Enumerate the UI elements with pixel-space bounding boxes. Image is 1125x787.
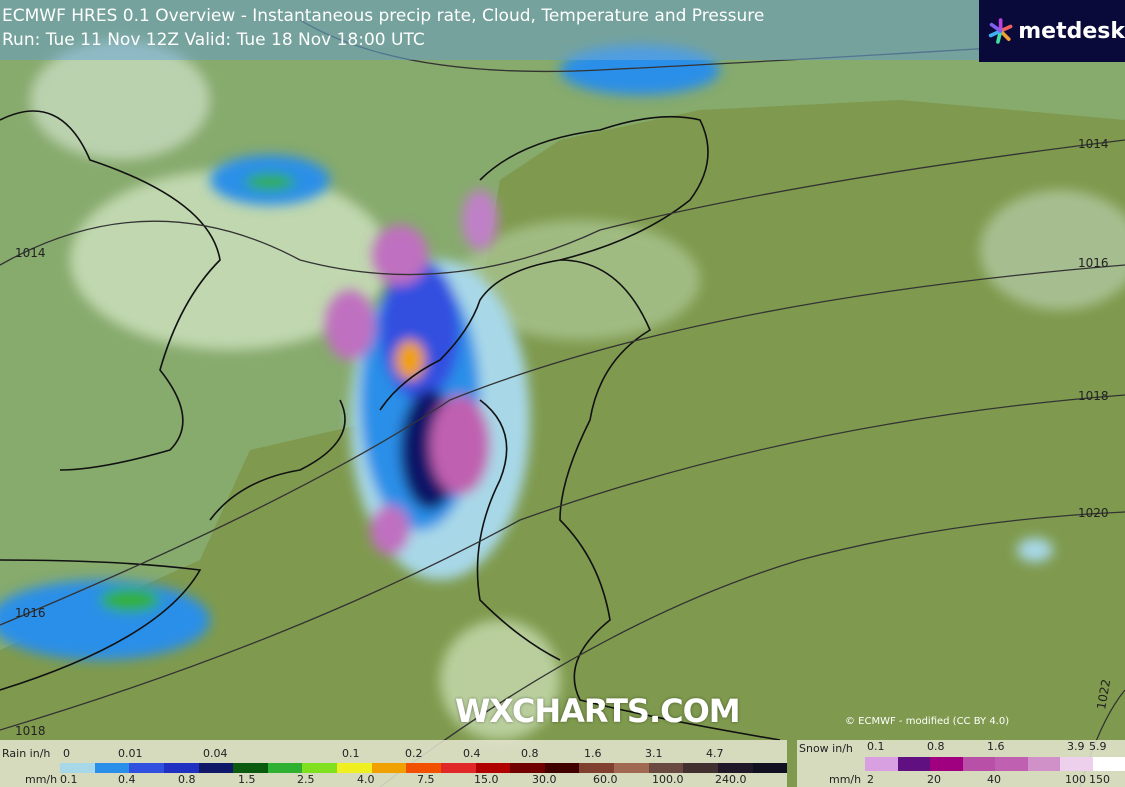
legend-swatch	[371, 763, 407, 773]
legend-top-label: 0.4	[463, 747, 481, 760]
legend-swatch	[337, 763, 372, 773]
legend-swatch	[267, 763, 303, 773]
legend-top-label: 0.8	[521, 747, 539, 760]
legend-bottom-label: 240.0	[715, 773, 747, 786]
legend-top-label: 3.1	[645, 747, 663, 760]
isobar-label: 1016	[15, 606, 46, 620]
legend-bottom-label: 2	[867, 773, 874, 786]
model-name: ECMWF HRES 0.1	[2, 6, 150, 26]
legend-swatch	[752, 763, 788, 773]
legend-swatch	[962, 757, 995, 771]
legend-swatch	[60, 763, 95, 773]
logo-text: metdesk	[1018, 18, 1125, 44]
legend-swatch	[406, 763, 441, 773]
snow-legend: Snow in/h mm/h 0.1 0.8 1.6 3.9 5.9 2 20 40 100 15…	[797, 740, 1125, 787]
legend-swatch	[198, 763, 234, 773]
legend-top-label: 5.9	[1089, 740, 1107, 753]
legend-bottom-label: 7.5	[417, 773, 435, 786]
legend-swatch	[897, 757, 930, 771]
legend-bottom-label: 1.5	[238, 773, 256, 786]
legend-bottom-label: 4.0	[357, 773, 375, 786]
isobar-label: 1022	[1094, 678, 1113, 711]
legend-bottom-label: 0.4	[118, 773, 136, 786]
isobar-lines	[0, 19, 1125, 787]
legend-top-label: 0	[63, 747, 70, 760]
snow-color-bar	[865, 757, 1125, 771]
legend-swatch	[440, 763, 476, 773]
legend-bottom-label: 15.0	[474, 773, 499, 786]
legend-top-label: 0.1	[342, 747, 360, 760]
snow-legend-title: Snow in/h	[799, 742, 853, 755]
legend-swatch	[94, 763, 130, 773]
legend-top-label: 0.04	[203, 747, 228, 760]
legend-bottom-label: 0.8	[178, 773, 196, 786]
legend-swatch	[683, 763, 718, 773]
legend-top-label: 0.01	[118, 747, 143, 760]
metdesk-logo: metdesk	[979, 0, 1125, 62]
legend-top-label: 3.9	[1067, 740, 1085, 753]
legend-swatch	[302, 763, 337, 773]
product-name: Overview - Instantaneous precip rate, Cl…	[155, 6, 765, 26]
legend-top-label: 0.1	[867, 740, 885, 753]
asterisk-flower-icon	[988, 18, 1013, 44]
watermark: WXCHARTS.COM	[455, 692, 741, 730]
legend-swatch	[930, 757, 963, 771]
legend-swatch	[579, 763, 614, 773]
isobar-label: 1018	[1078, 389, 1109, 403]
legend-bottom-label: 150	[1089, 773, 1110, 786]
legend-swatch	[1092, 757, 1125, 771]
legend-swatch	[129, 763, 164, 773]
rain-legend-unit: mm/h	[25, 773, 58, 786]
rain-color-bar	[60, 763, 788, 773]
isobar-label: 1016	[1078, 256, 1109, 270]
legend-bottom-label: 20	[927, 773, 941, 786]
legend-top-label: 1.6	[987, 740, 1005, 753]
legend-swatch	[544, 763, 580, 773]
run-valid-time: Run: Tue 11 Nov 12Z Valid: Tue 18 Nov 18…	[2, 30, 425, 50]
legend-bottom-label: 40	[987, 773, 1001, 786]
legend-swatch	[648, 763, 684, 773]
legend-swatch	[510, 763, 545, 773]
isobar-label: 1014	[1078, 137, 1109, 151]
legend-swatch	[233, 763, 268, 773]
copyright: © ECMWF - modified (CC BY 4.0)	[845, 716, 1010, 727]
legend-swatch	[163, 763, 199, 773]
precipitation	[0, 45, 1053, 660]
legend-bottom-label: 2.5	[297, 773, 315, 786]
legend-swatch	[1027, 757, 1060, 771]
legend-bottom-label: 30.0	[532, 773, 557, 786]
legend-swatch	[865, 757, 898, 771]
legend-swatch	[717, 763, 753, 773]
legend-swatch	[1060, 757, 1093, 771]
legend-bottom-label: 60.0	[593, 773, 618, 786]
rain-legend: Rain in/h mm/h 0 0.01 0.04 0.1 0.2 0.4 0.8 1.6 3…	[0, 740, 788, 787]
legend-swatch	[995, 757, 1028, 771]
isobar-label: 1020	[1078, 506, 1109, 520]
legend-top-label: 1.6	[584, 747, 602, 760]
legend-swatch	[475, 763, 511, 773]
isobar-label: 1018	[15, 724, 46, 738]
legend-top-label: 0.8	[927, 740, 945, 753]
snow-legend-unit: mm/h	[829, 773, 862, 786]
legend-bottom-label: 100.0	[652, 773, 684, 786]
chart-title: ECMWF HRES 0.1 Overview - Instantaneous …	[0, 0, 980, 60]
rain-legend-title: Rain in/h	[2, 747, 51, 760]
legend-bottom-label: 0.1	[60, 773, 78, 786]
legend-bottom-label: 100	[1065, 773, 1086, 786]
coastlines	[0, 110, 781, 741]
legend-top-label: 4.7	[706, 747, 724, 760]
legend-top-label: 0.2	[405, 747, 423, 760]
legend-swatch	[614, 763, 649, 773]
isobar-label: 1014	[15, 246, 46, 260]
